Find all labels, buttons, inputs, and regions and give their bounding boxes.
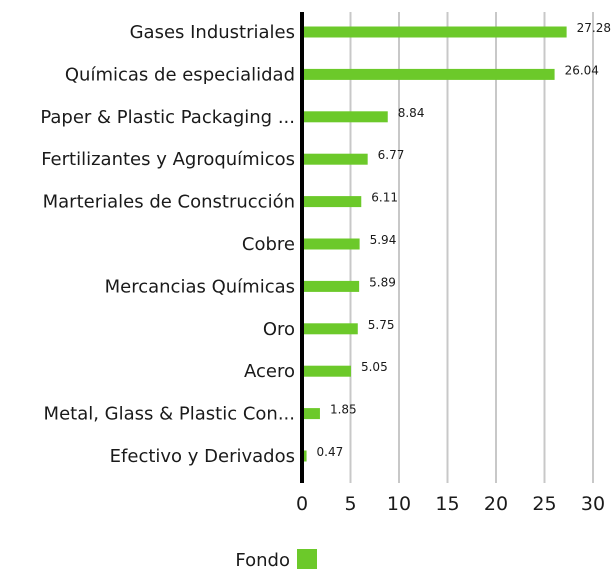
category-label: Gases Industriales — [130, 22, 295, 43]
legend-label: Fondo — [235, 550, 290, 571]
bar — [302, 238, 360, 250]
bar — [302, 365, 351, 377]
category-label: Metal, Glass & Plastic Con... — [44, 404, 295, 425]
bars — [302, 26, 567, 462]
data-label: 6.11 — [371, 191, 398, 205]
legend-swatch — [297, 549, 317, 569]
legend: Fondo — [235, 549, 317, 571]
bar — [302, 26, 567, 38]
data-label: 1.85 — [330, 403, 357, 417]
data-label: 0.47 — [317, 445, 344, 459]
bar — [302, 153, 368, 165]
data-label: 8.84 — [398, 106, 425, 120]
bar — [302, 408, 320, 420]
category-label: Marteriales de Construcción — [43, 192, 295, 213]
category-label: Oro — [263, 319, 295, 340]
x-tick-label: 25 — [532, 493, 556, 515]
data-label: 6.77 — [378, 148, 405, 162]
data-label: 5.89 — [369, 275, 396, 289]
category-label: Acero — [244, 361, 295, 382]
bar — [302, 111, 388, 123]
bar — [302, 196, 362, 208]
bar — [302, 450, 307, 462]
gridlines — [349, 12, 594, 483]
data-label: 5.94 — [370, 233, 397, 247]
bar — [302, 280, 360, 292]
x-tick-label: 20 — [484, 493, 508, 515]
data-label: 26.04 — [565, 63, 599, 77]
data-label: 5.05 — [361, 360, 388, 374]
category-label: Paper & Plastic Packaging ... — [40, 107, 295, 128]
x-tick-label: 15 — [435, 493, 459, 515]
x-tick-label: 5 — [344, 493, 356, 515]
x-tick-label: 30 — [581, 493, 605, 515]
category-label: Efectivo y Derivados — [110, 446, 295, 467]
category-label: Químicas de especialidad — [65, 64, 295, 85]
category-label: Cobre — [242, 234, 295, 255]
data-label: 27.28 — [577, 21, 611, 35]
x-tick-label: 0 — [296, 493, 308, 515]
x-tick-label: 10 — [387, 493, 411, 515]
category-label: Mercancias Químicas — [105, 276, 295, 297]
bar — [302, 68, 555, 80]
data-label: 5.75 — [368, 318, 395, 332]
labels: 0 5 10 15 20 25 30 Gases Industriales 27.28 Quími… — [40, 21, 611, 515]
category-label: Fertilizantes y Agroquímicos — [41, 149, 295, 170]
bar — [302, 323, 358, 335]
